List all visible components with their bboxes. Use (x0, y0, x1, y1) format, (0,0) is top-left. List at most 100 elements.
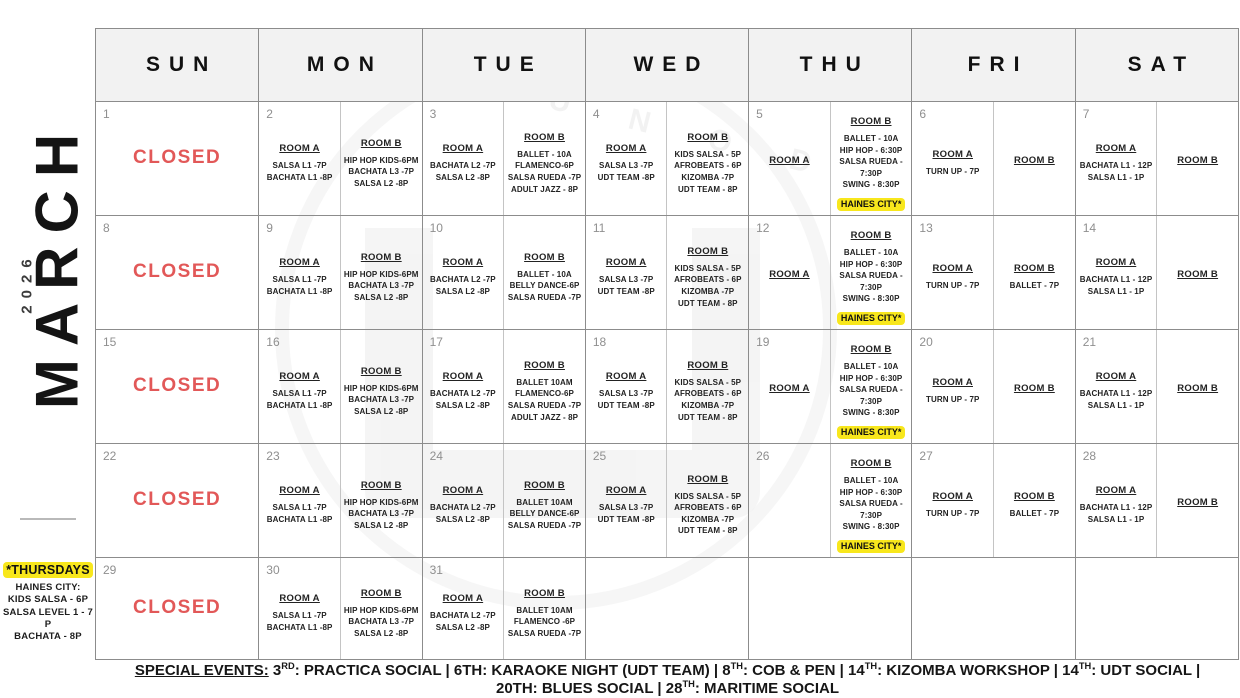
room-label: ROOM A (932, 377, 973, 389)
class-item: SWING - 8:30P (842, 408, 900, 418)
special-events-segment: 3 (268, 662, 282, 679)
room-label: ROOM B (360, 251, 402, 263)
room-column: ROOM A SALSA L3 -7P UDT TEAM -8P (586, 330, 667, 443)
class-item: BELLY DANCE-6P (509, 281, 580, 291)
class-item: UDT TEAM - 8P (678, 184, 738, 194)
room-label: ROOM B (850, 343, 892, 355)
day-number: 11 (592, 220, 606, 235)
room-column: ROOM A TURN UP - 7P (912, 216, 993, 329)
class-item: BALLET 10AM (516, 497, 573, 507)
closed-label: CLOSED (133, 147, 222, 169)
day-number: 10 (429, 220, 443, 235)
class-item: HIP HOP KIDS-6PM (343, 155, 419, 165)
day-cell: 29 CLOSED (96, 557, 260, 659)
room-label: ROOM B (524, 251, 565, 263)
room-label: ROOM B (687, 359, 729, 371)
class-item: FLAMENCO-6P (515, 161, 574, 171)
class-item: BACHATA L1 -8P (266, 172, 333, 182)
day-number: 25 (592, 448, 607, 463)
day-cell: 26 ROOM B BALLET - 10A HIP HOP - 6:30P SALSA… (749, 443, 913, 557)
room-column: ROOM B BALLET - 10A HIP HOP - 6:30P SALSA R… (829, 329, 912, 443)
room-label: ROOM A (605, 371, 647, 383)
room-column: ROOM B BALLET 10AM FLAMENCO -6P SALSA RUEDA… (503, 557, 585, 659)
room-label: ROOM B (1013, 382, 1055, 394)
day-number: 6 (919, 107, 927, 121)
class-item: SALSA L2 -8P (435, 400, 490, 410)
class-item: HIP HOP KIDS-6PM (343, 269, 419, 279)
day-cell: 2 ROOM A SALSA L1 -7P BACHATA L1 -8P ROOM B H… (259, 102, 423, 215)
room-label: ROOM A (279, 257, 320, 269)
day-number: 3 (429, 107, 437, 121)
room-label: ROOM A (1095, 371, 1137, 383)
room-label: ROOM B (1013, 154, 1055, 166)
special-events-segment: TH (1078, 661, 1092, 671)
day-cell: 24 ROOM A BACHATA L2 -7P SALSA L2 -8P ROOM B… (423, 443, 586, 557)
day-number: 7 (1082, 107, 1090, 121)
day-header-cell: TUE (423, 29, 586, 101)
room-label: ROOM B (360, 587, 402, 599)
room-label: ROOM B (1177, 496, 1219, 508)
room-column: ROOM A SALSA L3 -7P UDT TEAM -8P (586, 444, 667, 557)
haines-city-badge: HAINES CITY* (836, 311, 906, 325)
class-item: SALSA RUEDA -7P (507, 400, 582, 410)
day-header-cell: SAT (1127, 53, 1196, 76)
day-number: 15 (103, 334, 117, 349)
room-column: ROOM B (993, 102, 1075, 215)
class-item: SALSA RUEDA - 7:30P (839, 271, 903, 292)
closed-label: CLOSED (133, 597, 222, 619)
room-label: ROOM B (687, 245, 729, 257)
room-column: ROOM B KIDS SALSA - 5P AFROBEATS - 6P KIZOM… (666, 102, 748, 215)
special-events-segment: : UDT SOCIAL | (1091, 662, 1201, 679)
class-item: KIZOMBA -7P (681, 286, 735, 296)
class-item: TURN UP - 7P (925, 509, 980, 519)
room-column: ROOM A SALSA L1 -7P BACHATA L1 -8P (259, 558, 340, 659)
class-item: HIP HOP - 6:30P (839, 145, 903, 155)
class-item: FLAMENCO -6P (513, 617, 576, 627)
day-number: 2 (266, 107, 273, 121)
room-label: ROOM B (850, 116, 892, 127)
class-item: BELLY DANCE-6P (509, 509, 580, 519)
class-item: SALSA L1 - 1P (1087, 514, 1145, 524)
room-label: ROOM B (1177, 154, 1219, 166)
thursdays-lines: HAINES CITY: KIDS SALSA - 6P SALSA LEVEL 1… (1, 582, 95, 644)
day-header-cell: SUN (96, 29, 260, 101)
class-item: SALSA L1 -7P (272, 389, 327, 399)
class-item: SWING - 8:30P (842, 522, 900, 532)
special-events-segment: : MARITIME SOCIAL (694, 680, 840, 698)
special-events-segment: : KIZOMBA WORKSHOP | 14 (877, 662, 1079, 679)
room-column: ROOM A BACHATA L1 - 12P SALSA L1 - 1P (1076, 102, 1157, 215)
haines-city-badge: HAINES CITY* (836, 539, 906, 553)
room-column: ROOM A SALSA L1 -7P BACHATA L1 -8P (259, 330, 340, 443)
day-number: 30 (266, 562, 280, 577)
class-item: ADULT JAZZ - 8P (510, 184, 579, 194)
room-column: ROOM A SALSA L1 -7P BACHATA L1 -8P (259, 216, 340, 329)
haines-city-badge: HAINES CITY* (836, 425, 906, 439)
room-column: ROOM B (1156, 329, 1238, 443)
room-label: ROOM A (605, 143, 647, 155)
room-column: ROOM B KIDS SALSA - 5P AFROBEATS - 6P KIZOM… (666, 329, 748, 443)
room-label: ROOM A (442, 257, 484, 269)
class-item: KIZOMBA -7P (681, 514, 735, 524)
class-item: SALSA L2 -8P (354, 406, 409, 416)
day-cell: 13 ROOM A TURN UP - 7P ROOM B BALLET - 7P (912, 215, 1076, 329)
class-item: BALLET - 7P (1009, 509, 1060, 519)
room-label: ROOM B (360, 479, 402, 491)
room-column: ROOM B HIP HOP KIDS-6PM BACHATA L3 -7P SALS… (339, 329, 422, 443)
class-item: BACHATA L1 - 12P (1079, 275, 1153, 285)
class-item: AFROBEATS - 6P (674, 389, 742, 399)
class-item: UDT TEAM -8P (597, 514, 655, 524)
class-item: SALSA RUEDA -7P (507, 292, 582, 302)
room-label: ROOM A (605, 485, 647, 497)
room-label: ROOM A (442, 593, 484, 605)
class-item: SWING - 8:30P (842, 180, 900, 190)
room-column: ROOM B BALLET - 10A BELLY DANCE-6P SALSA RU… (503, 215, 585, 329)
room-label: ROOM A (442, 485, 484, 497)
room-column: ROOM A TURN UP - 7P (912, 444, 993, 557)
class-item: SALSA L1 - 1P (1087, 400, 1145, 410)
day-number: 1 (103, 107, 110, 121)
day-number: 8 (103, 220, 110, 235)
room-label: ROOM B (1177, 382, 1219, 394)
class-item: HIP HOP - 6:30P (839, 487, 903, 497)
room-label: ROOM A (442, 371, 484, 383)
